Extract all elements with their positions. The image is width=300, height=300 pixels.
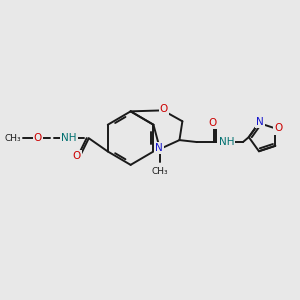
Text: N: N <box>256 117 264 127</box>
Text: N: N <box>155 143 163 153</box>
Text: O: O <box>34 133 42 143</box>
Text: CH₃: CH₃ <box>152 167 168 176</box>
Text: O: O <box>274 123 282 134</box>
Text: NH: NH <box>219 137 234 147</box>
Text: O: O <box>208 118 217 128</box>
Text: O: O <box>73 151 81 161</box>
Text: O: O <box>160 104 168 114</box>
Text: NH: NH <box>61 133 77 143</box>
Text: CH₃: CH₃ <box>4 134 21 142</box>
